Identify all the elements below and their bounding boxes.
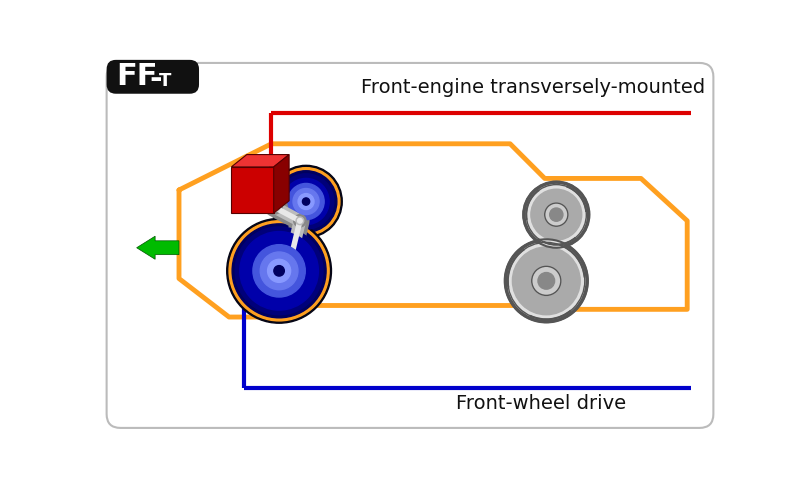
Circle shape: [288, 183, 324, 220]
Circle shape: [226, 219, 331, 323]
Circle shape: [296, 217, 304, 225]
Circle shape: [289, 258, 292, 261]
Polygon shape: [231, 155, 289, 167]
Circle shape: [550, 208, 563, 221]
Circle shape: [293, 189, 319, 214]
Circle shape: [253, 244, 306, 297]
Circle shape: [240, 231, 318, 310]
Circle shape: [283, 178, 329, 225]
FancyArrow shape: [137, 236, 179, 260]
Circle shape: [270, 202, 280, 211]
Circle shape: [545, 203, 568, 226]
Text: Front-engine transversely-mounted: Front-engine transversely-mounted: [361, 78, 706, 97]
Circle shape: [508, 243, 585, 319]
Circle shape: [275, 171, 337, 232]
FancyBboxPatch shape: [106, 60, 199, 94]
Circle shape: [513, 247, 580, 315]
Circle shape: [270, 165, 342, 238]
Circle shape: [278, 174, 334, 229]
Circle shape: [523, 181, 590, 248]
Polygon shape: [231, 167, 274, 213]
Circle shape: [538, 273, 554, 289]
Circle shape: [268, 200, 282, 214]
Circle shape: [286, 254, 296, 265]
Circle shape: [294, 215, 306, 227]
Circle shape: [272, 204, 278, 210]
Polygon shape: [274, 155, 289, 213]
Circle shape: [229, 221, 329, 321]
Circle shape: [287, 256, 294, 262]
Circle shape: [526, 185, 586, 244]
Circle shape: [298, 193, 314, 209]
Circle shape: [272, 168, 340, 235]
Circle shape: [274, 266, 284, 276]
Text: T: T: [159, 72, 171, 90]
Circle shape: [298, 219, 302, 223]
Circle shape: [232, 224, 326, 318]
Circle shape: [267, 260, 290, 282]
Circle shape: [235, 227, 323, 315]
Circle shape: [505, 239, 588, 322]
Circle shape: [532, 266, 561, 295]
Circle shape: [260, 252, 298, 290]
Text: FF: FF: [116, 62, 158, 91]
Text: -: -: [150, 65, 162, 94]
FancyBboxPatch shape: [106, 63, 714, 428]
Circle shape: [531, 189, 582, 240]
Text: Front-wheel drive: Front-wheel drive: [456, 394, 626, 413]
Circle shape: [302, 198, 310, 205]
